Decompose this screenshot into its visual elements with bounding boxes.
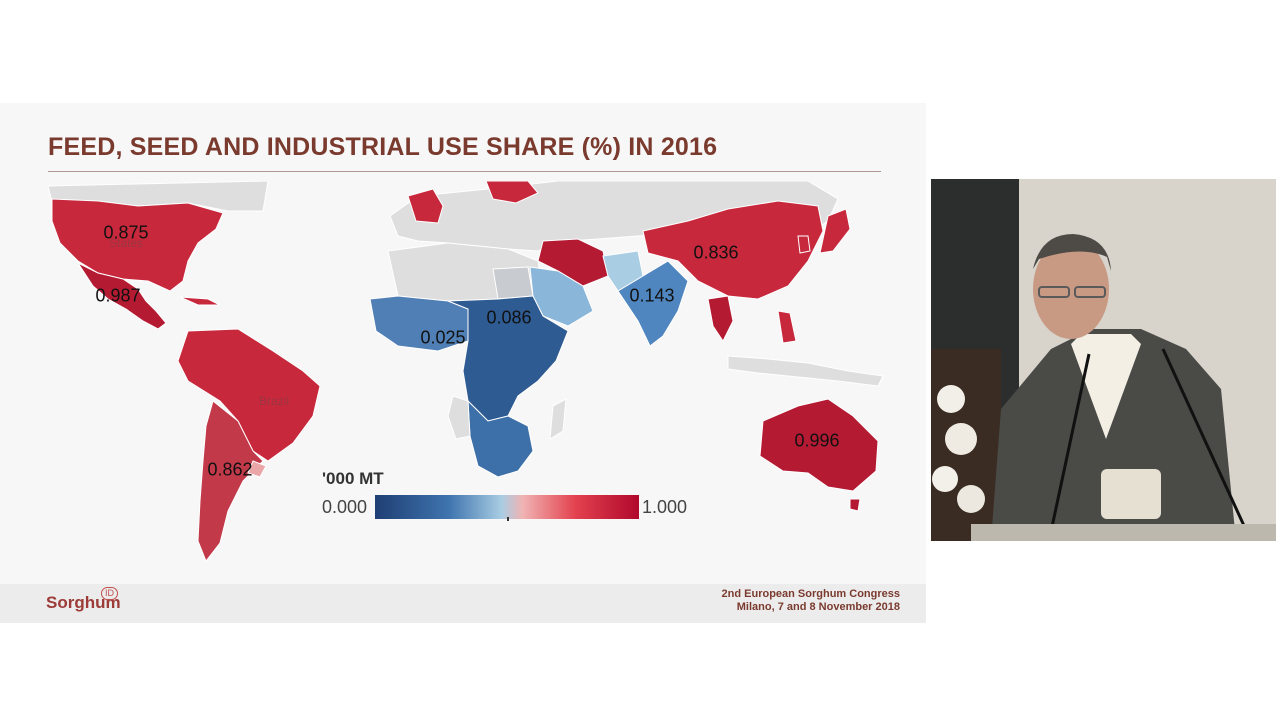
world-map: States Brazil 0.875 0.987 0.862 0.025 0.… (38, 181, 888, 573)
legend-color-scale (375, 495, 639, 519)
congress-info: 2nd European Sorghum Congress Milano, 7 … (722, 588, 900, 614)
thailand-region (707, 295, 734, 342)
philippines-region (777, 310, 797, 344)
legend-title: '000 MT (322, 469, 384, 488)
usa-region (51, 198, 224, 292)
legend-max-label: 1.000 (642, 497, 688, 517)
france-region (407, 188, 444, 224)
korea-region (797, 235, 811, 254)
value-label-east-africa: 0.086 (486, 307, 532, 328)
title-divider (48, 171, 881, 172)
value-label-china: 0.836 (693, 242, 739, 263)
tasmania-region (849, 498, 861, 512)
china-region (642, 200, 824, 300)
india-region (617, 260, 689, 347)
egypt-region (492, 266, 534, 300)
value-label-argentina: 0.862 (207, 459, 253, 480)
presentation-slide: FEED, SEED AND INDUSTRIAL USE SHARE (%) … (0, 103, 926, 623)
mexico-region (76, 261, 167, 330)
value-label-australia: 0.996 (794, 430, 840, 451)
value-label-india: 0.143 (629, 285, 675, 306)
congress-name: 2nd European Sorghum Congress (721, 588, 900, 600)
south-america-region (177, 328, 321, 462)
congress-date: Milano, 7 and 8 November 2018 (736, 601, 900, 613)
uruguay-region (247, 460, 267, 478)
speaker-video-frame (931, 179, 1276, 541)
caribbean-region (179, 296, 221, 306)
legend-min-label: 0.000 (322, 497, 368, 517)
slide-title: FEED, SEED AND INDUSTRIAL USE SHARE (%) … (48, 133, 718, 161)
map-label-states: States (108, 236, 144, 250)
legend-midpoint-tick (507, 517, 509, 521)
angola-region (447, 395, 471, 440)
indonesia-region (727, 355, 884, 387)
japan-region (819, 208, 851, 254)
speaker-video (931, 179, 1276, 541)
world-map-graphic (47, 181, 884, 562)
value-label-usa: 0.875 (103, 222, 149, 243)
logo-badge: ID (101, 587, 118, 600)
argentina-region (197, 400, 264, 562)
iran-region (537, 238, 609, 287)
ukraine-region (485, 181, 539, 204)
map-label-brazil: Brazil (258, 394, 290, 408)
madagascar-region (549, 398, 567, 440)
slide-footer: Sorghum ID 2nd European Sorghum Congress… (0, 584, 926, 623)
east-africa-region (447, 295, 569, 422)
australia-region (759, 398, 879, 492)
value-label-mexico: 0.987 (95, 285, 141, 306)
value-label-west-africa: 0.025 (420, 327, 466, 348)
southern-africa-region (467, 399, 534, 478)
